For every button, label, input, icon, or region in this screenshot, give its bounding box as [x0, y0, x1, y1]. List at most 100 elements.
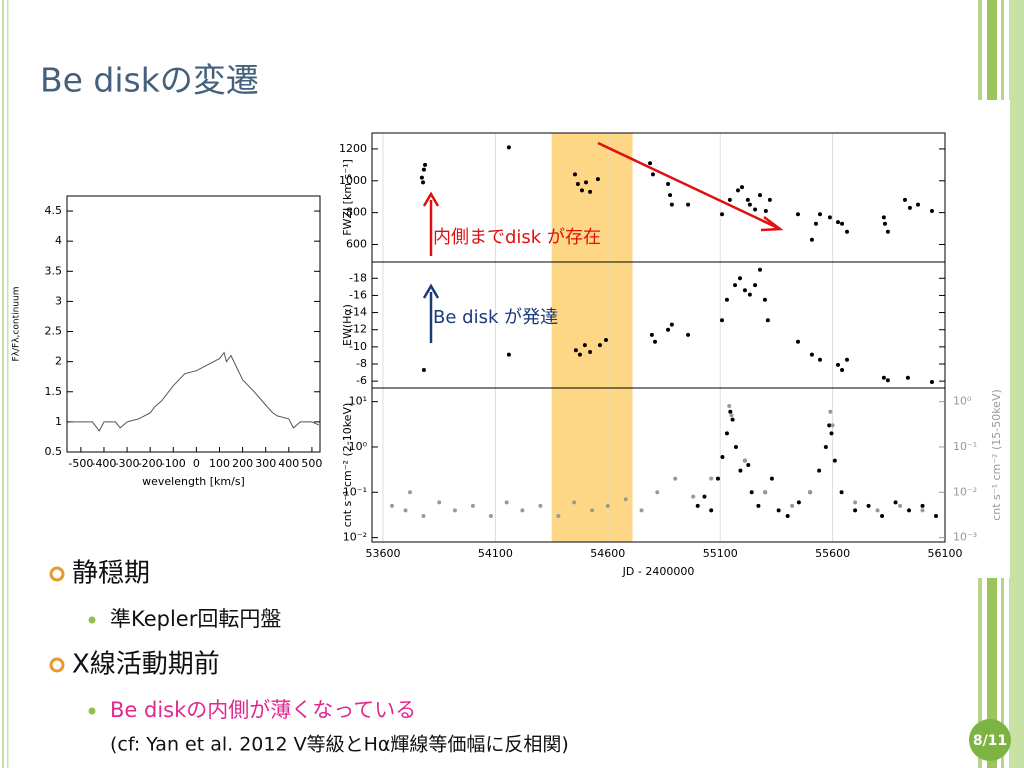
point — [403, 508, 408, 513]
background-layer — [382, 133, 946, 542]
point — [709, 508, 714, 513]
x-tick-label: 55100 — [703, 547, 738, 560]
point — [795, 339, 800, 344]
point — [753, 283, 758, 288]
point — [588, 350, 593, 354]
point — [765, 318, 770, 323]
y-axis-label: Fλ/Fλ,continuum — [12, 287, 22, 362]
point — [597, 343, 602, 348]
y-tick-label: 3 — [55, 294, 62, 307]
point — [747, 202, 752, 207]
x-tick-label: 54100 — [478, 547, 513, 560]
point — [866, 503, 871, 508]
y2-tick-label: 10⁻² — [953, 485, 977, 498]
trend-arrow — [597, 141, 779, 230]
y-tick-label: 10¹ — [349, 395, 367, 408]
left-stripe — [2, 0, 4, 768]
point — [756, 503, 761, 508]
note: (cf: Yan et al. 2012 V等級とHα輝線等価幅に反相関) — [110, 734, 569, 756]
point — [421, 180, 426, 185]
point — [724, 297, 729, 302]
point — [747, 292, 752, 297]
point — [885, 229, 890, 234]
point — [907, 205, 912, 210]
point — [720, 212, 725, 217]
point — [795, 212, 800, 217]
point — [809, 352, 814, 357]
x-axis-label: wevelength [km/s] — [142, 475, 245, 488]
x-axis-label: JD - 2400000 — [622, 565, 695, 578]
point — [720, 318, 725, 323]
y2-tick-label: 10⁻³ — [953, 531, 977, 544]
slide-title: Be diskの変遷 — [40, 61, 259, 100]
point — [582, 343, 587, 348]
point — [763, 490, 768, 495]
point — [809, 237, 814, 242]
point — [733, 444, 738, 449]
arrow-head — [422, 191, 440, 207]
point — [796, 500, 801, 505]
point — [470, 503, 475, 508]
x-tick-label: -200 — [138, 457, 163, 470]
point — [575, 181, 580, 186]
point — [827, 423, 832, 428]
point — [702, 494, 707, 499]
point — [720, 455, 725, 460]
y-tick-label: -16 — [349, 288, 367, 301]
y-tick-label: 4 — [55, 234, 62, 247]
y2-tick-label: 10⁰ — [953, 395, 972, 408]
point — [572, 172, 577, 177]
point — [666, 181, 671, 186]
point — [730, 417, 735, 422]
plot-frame — [66, 195, 321, 453]
y-tick-label: 2.5 — [45, 325, 63, 338]
point — [506, 145, 511, 150]
page-badge — [969, 719, 1011, 761]
y-tick-label: -12 — [349, 323, 367, 336]
point — [727, 197, 732, 202]
point — [584, 180, 589, 185]
y-tick-label: -18 — [349, 271, 367, 284]
point — [823, 444, 828, 449]
plot-frame — [371, 387, 946, 543]
point — [556, 513, 561, 518]
point — [749, 490, 754, 495]
x-tick-label: -400 — [91, 457, 116, 470]
point — [893, 500, 898, 505]
bullet — [49, 566, 65, 582]
point — [830, 423, 835, 428]
point — [655, 490, 660, 495]
point — [742, 288, 747, 293]
point — [737, 276, 742, 281]
point — [840, 368, 845, 372]
point — [728, 409, 733, 414]
sub-bullet-text: Be diskの内側が薄くなっている — [110, 698, 416, 722]
point — [605, 503, 610, 508]
point — [929, 209, 934, 214]
point — [882, 221, 887, 226]
y-tick-label: -14 — [349, 306, 367, 319]
point — [745, 197, 750, 202]
y-tick-label: 1200 — [339, 142, 367, 155]
point — [905, 375, 910, 380]
point — [421, 167, 426, 172]
arrow-head — [422, 283, 440, 299]
point — [881, 375, 886, 380]
point — [623, 497, 628, 502]
point — [639, 508, 644, 513]
bullet — [49, 657, 65, 673]
point — [818, 212, 823, 217]
x-tick-label: 54600 — [590, 547, 625, 560]
x-tick-label: 53600 — [366, 547, 401, 560]
x-tick-label: -100 — [161, 457, 186, 470]
point — [579, 188, 584, 193]
y-tick-label: 3.5 — [45, 264, 63, 277]
y-tick-label: 1.5 — [45, 385, 63, 398]
sub-bullet-text: 準Kepler回転円盤 — [110, 607, 281, 631]
x-tick-label: 55600 — [815, 547, 850, 560]
y-axis-label: EW(Hα) — [341, 304, 354, 346]
point — [907, 508, 912, 513]
point — [853, 508, 858, 513]
point — [686, 332, 691, 337]
bullet-text: 静穏期 — [72, 559, 150, 589]
